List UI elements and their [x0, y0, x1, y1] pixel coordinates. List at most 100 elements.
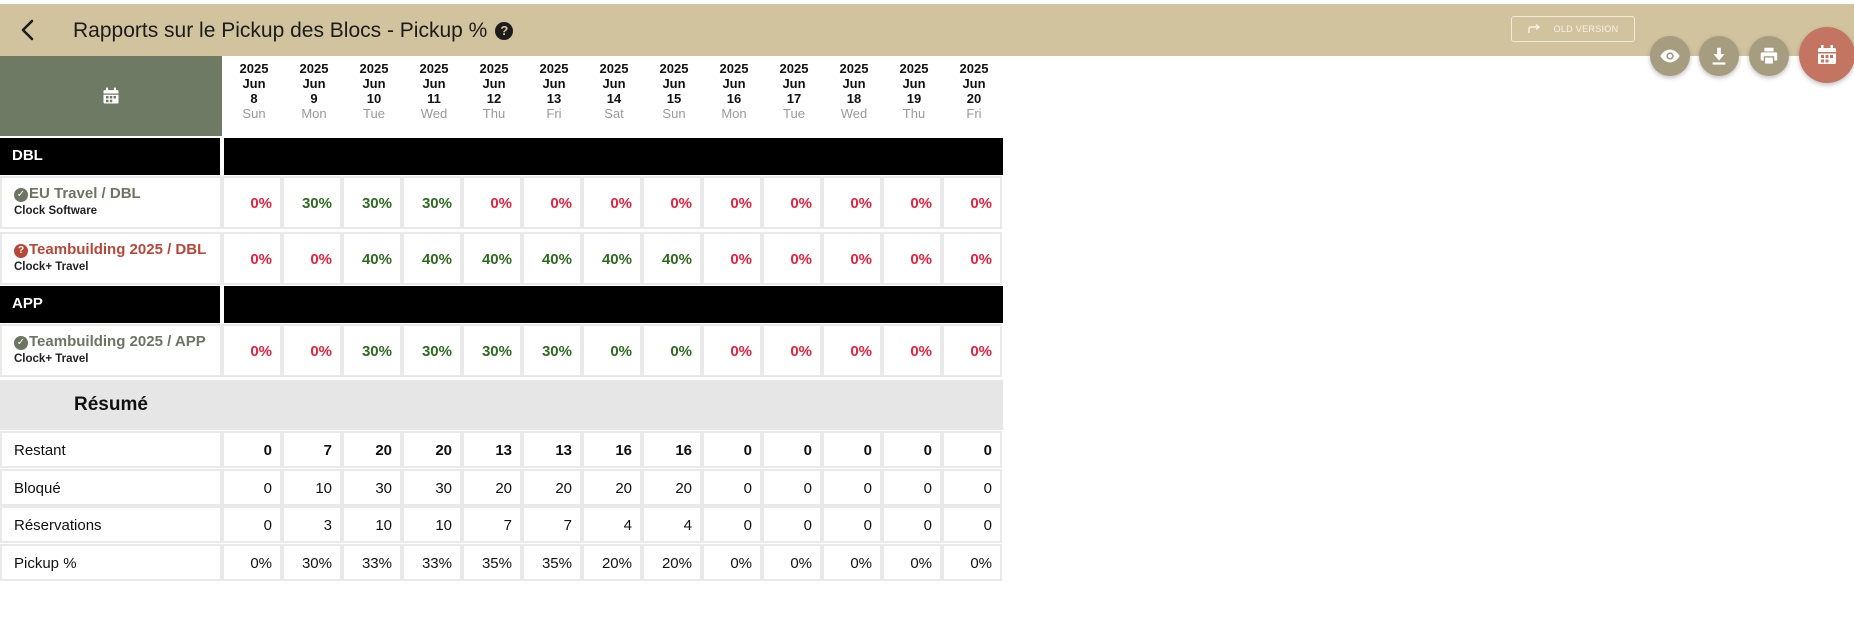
date-day: 15: [666, 91, 682, 106]
date-year: 2025: [779, 61, 809, 76]
date-column-header: 2025 Jun 8 Sun: [224, 61, 284, 121]
old-version-button[interactable]: OLD VERSION: [1511, 16, 1635, 42]
date-month: Jun: [302, 76, 326, 91]
print-button[interactable]: [1749, 36, 1789, 76]
summary-value-cell: 13: [462, 431, 522, 468]
date-day: 17: [786, 91, 802, 106]
pickup-value-cell: 0%: [882, 232, 942, 285]
date-dow: Sat: [604, 106, 624, 121]
pickup-value-cell: 0%: [822, 324, 882, 377]
date-year: 2025: [899, 61, 929, 76]
summary-value-cell: 0: [942, 506, 1002, 543]
block-name: ✓ Teambuilding 2025 / APP: [14, 333, 208, 350]
date-column-header: 2025 Jun 19 Thu: [884, 61, 944, 121]
date-dow: Thu: [482, 106, 506, 121]
view-button[interactable]: [1650, 36, 1690, 76]
summary-value-cell: 30: [402, 468, 462, 506]
calendar-fab-button[interactable]: [1799, 27, 1854, 83]
summary-value-cell: 33%: [342, 543, 402, 581]
block-subtitle: Clock Software: [14, 205, 98, 217]
summary-title: Résumé: [74, 394, 148, 415]
summary-value-cell: 13: [522, 431, 582, 468]
date-day: 12: [486, 91, 502, 106]
summary-value-cell: 10: [282, 468, 342, 506]
summary-header: Résumé: [0, 380, 1003, 430]
date-day: 20: [966, 91, 982, 106]
date-column-header: 2025 Jun 20 Fri: [944, 61, 1004, 121]
summary-value-cell: 0: [222, 506, 282, 543]
page-title-text: Rapports sur le Pickup des Blocs - Picku…: [73, 19, 488, 42]
pickup-value-cell: 0%: [642, 176, 702, 229]
date-column-header: 2025 Jun 18 Wed: [824, 61, 884, 121]
summary-value-cell: 0: [222, 468, 282, 506]
back-button[interactable]: [14, 16, 42, 44]
date-month: Jun: [842, 76, 866, 91]
summary-value-cell: 0: [882, 431, 942, 468]
pickup-value-cell: 30%: [402, 324, 462, 377]
date-column-header: 2025 Jun 14 Sat: [584, 61, 644, 121]
date-picker-cell[interactable]: [0, 56, 222, 136]
pickup-value-cell: 0%: [222, 176, 282, 229]
block-label-cell[interactable]: ✓ Teambuilding 2025 / APP Clock+ Travel: [0, 324, 222, 377]
section-bar: [224, 138, 1003, 175]
section-header-row: DBL: [0, 138, 1003, 175]
pickup-value-cell: 0%: [222, 232, 282, 285]
summary-value-cell: 0: [762, 506, 822, 543]
summary-value-cell: 4: [642, 506, 702, 543]
date-year: 2025: [419, 61, 449, 76]
summary-value-cell: 3: [282, 506, 342, 543]
date-column-header: 2025 Jun 13 Fri: [524, 61, 584, 121]
download-icon: [1712, 47, 1726, 65]
pickup-value-cell: 0%: [942, 176, 1002, 229]
date-month: Jun: [362, 76, 386, 91]
summary-value-cell: 0: [822, 468, 882, 506]
pickup-value-cell: 0%: [822, 176, 882, 229]
date-column-header: 2025 Jun 12 Thu: [464, 61, 524, 121]
date-month: Jun: [602, 76, 626, 91]
summary-value-cell: 20%: [642, 543, 702, 581]
help-icon[interactable]: ?: [495, 22, 514, 40]
check-circle-icon: ✓: [14, 336, 28, 350]
summary-value-cell: 0%: [222, 543, 282, 581]
date-dow: Tue: [363, 106, 385, 121]
summary-value-cell: 30%: [282, 543, 342, 581]
pickup-value-cell: 0%: [702, 232, 762, 285]
block-name: ? Teambuilding 2025 / DBL: [14, 241, 208, 258]
date-month: Jun: [662, 76, 686, 91]
date-column-header: 2025 Jun 16 Mon: [704, 61, 764, 121]
block-name-text: Teambuilding 2025 / DBL: [29, 241, 207, 258]
pickup-value-cell: 40%: [402, 232, 462, 285]
summary-value-cell: 0: [822, 431, 882, 468]
block-label-cell[interactable]: ? Teambuilding 2025 / DBL Clock+ Travel: [0, 232, 222, 285]
pickup-value-cell: 0%: [942, 232, 1002, 285]
date-column-header: 2025 Jun 17 Tue: [764, 61, 824, 121]
old-version-label: OLD VERSION: [1553, 24, 1619, 34]
date-day: 18: [846, 91, 862, 106]
summary-value-cell: 35%: [462, 543, 522, 581]
print-icon: [1760, 47, 1778, 65]
summary-value-cell: 0: [702, 468, 762, 506]
summary-value-cell: 16: [642, 431, 702, 468]
pickup-value-cell: 30%: [402, 176, 462, 229]
summary-value-cell: 20: [402, 431, 462, 468]
summary-row-label: Pickup %: [0, 543, 222, 581]
pickup-value-cell: 40%: [462, 232, 522, 285]
date-dow: Fri: [546, 106, 562, 121]
date-month: Jun: [422, 76, 446, 91]
date-month: Jun: [782, 76, 806, 91]
summary-value-cell: 33%: [402, 543, 462, 581]
date-year: 2025: [599, 61, 629, 76]
download-button[interactable]: [1699, 36, 1739, 76]
summary-value-cell: 20: [342, 431, 402, 468]
date-dow: Sun: [242, 106, 266, 121]
summary-value-cell: 20%: [582, 543, 642, 581]
summary-value-cell: 7: [282, 431, 342, 468]
summary-value-cell: 20: [522, 468, 582, 506]
eye-icon: [1660, 49, 1680, 63]
pickup-value-cell: 40%: [522, 232, 582, 285]
summary-value-cell: 0%: [762, 543, 822, 581]
summary-value-cell: 0%: [822, 543, 882, 581]
block-label-cell[interactable]: ✓ EU Travel / DBL Clock Software: [0, 176, 222, 229]
summary-value-cell: 0%: [942, 543, 1002, 581]
calendar-icon: [1818, 45, 1836, 64]
